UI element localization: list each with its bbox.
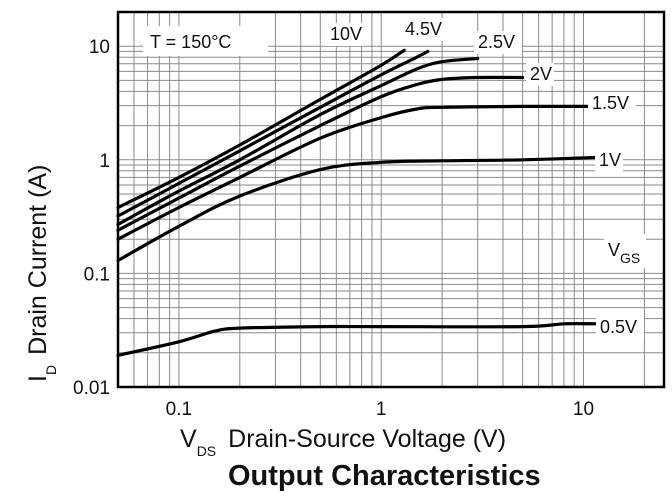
series-line-1_5V <box>116 104 602 241</box>
plot-frame <box>116 10 666 389</box>
series-line-4_5V <box>116 49 430 218</box>
temperature-annotation: T = 150°C <box>150 32 231 52</box>
series-label-bg <box>595 149 623 172</box>
series-line-1V <box>116 155 602 263</box>
x-tick-label: 1 <box>376 399 387 420</box>
vgs-legend-title-bg <box>604 234 646 268</box>
series-label-bg <box>526 63 554 86</box>
series-labels: 10V 4.5V 2.5V 2V 1.5V 1V 0.5V <box>326 18 644 339</box>
series-label-0_5V: 0.5V <box>600 317 637 337</box>
series-line-0_5V <box>116 321 602 357</box>
series-label-10V: 10V <box>330 24 362 44</box>
series-line-2V <box>116 75 525 232</box>
series-label-4_5V: 4.5V <box>405 19 442 39</box>
x-tick-label: 10 <box>573 399 594 420</box>
y-tick-label: 1 <box>99 151 110 172</box>
series-label-2V: 2V <box>530 64 552 84</box>
x-tick-label: 0.1 <box>166 399 192 420</box>
series-line-10V <box>116 48 406 210</box>
x-axis-title: VDS Drain-Source Voltage (V) <box>180 425 506 459</box>
series-label-bg <box>588 92 636 115</box>
chart-title: Output Characteristics <box>228 460 541 492</box>
series-label-bg <box>596 316 644 339</box>
y-tick-label: 10 <box>89 37 110 58</box>
series-lines <box>116 48 602 357</box>
y-axis-title: IDDrain Current (A) <box>24 165 59 382</box>
series-label-bg <box>401 18 449 41</box>
series-line-2_5V <box>116 56 480 226</box>
series-label-1_5V: 1.5V <box>592 93 629 113</box>
y-tick-label: 0.01 <box>73 378 110 399</box>
series-label-2_5V: 2.5V <box>478 32 515 52</box>
series-label-bg <box>474 31 522 54</box>
series-label-1V: 1V <box>599 150 621 170</box>
temperature-annotation-bg <box>143 26 268 56</box>
tick-labels: 0.1 1 10 0.01 0.1 1 10 <box>73 37 594 420</box>
series-label-bg <box>326 23 364 46</box>
y-tick-label: 0.1 <box>84 264 110 285</box>
vgs-legend-title: VGS <box>608 240 640 266</box>
